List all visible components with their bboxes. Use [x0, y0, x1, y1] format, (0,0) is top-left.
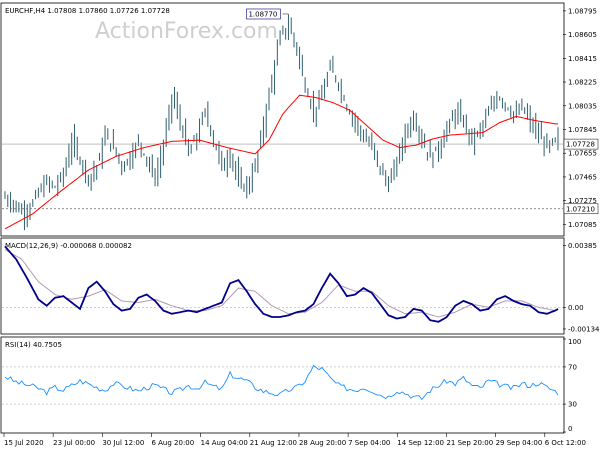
macd-y-tick-label: -0.001348	[568, 325, 600, 333]
price-panel-title: EURCHF,H4 1.07808 1.07860 1.07726 1.0772…	[5, 7, 170, 15]
x-tick-label: 21 Aug 12:00	[250, 439, 297, 447]
x-tick-label: 7 Sep 04:00	[348, 439, 390, 447]
rsi-y-tick-label: 30	[568, 401, 577, 409]
price-candles	[4, 14, 559, 231]
price-y-tick-label: 1.08605	[568, 31, 597, 39]
macd-panel-title: MACD(12,26,9) -0.000068 0.000082	[5, 242, 132, 250]
time-axis: 15 Jul 2020 23 Jul 00:00 30 Jul 12:00 6 Aug…	[3, 433, 586, 447]
price-y-ticks: 1.08795 1.08605 1.08415 1.08225 1.08035 1.078…	[563, 7, 597, 229]
x-tick-label: 6 Oct 12:00	[545, 439, 586, 447]
rsi-y-tick-label: 100	[568, 338, 581, 346]
watermark: ActionForex.com	[95, 19, 278, 44]
macd-panel-frame	[0, 237, 565, 335]
macd-line	[4, 245, 559, 323]
support-label: 1.07210	[566, 205, 595, 213]
price-panel-frame	[0, 2, 565, 237]
price-y-tick-label: 1.08225	[568, 79, 597, 87]
x-tick-label: 29 Sep 04:00	[496, 439, 543, 447]
price-y-tick-label: 1.08795	[568, 7, 597, 15]
support-box	[563, 203, 599, 215]
rsi-panel-title: RSI(14) 40.7505	[5, 341, 62, 349]
rsi-line	[4, 364, 559, 401]
x-tick-label: 21 Sep 20:00	[446, 439, 493, 447]
price-y-tick-label: 1.07655	[568, 150, 597, 158]
peak-label: 1.08770	[248, 10, 277, 18]
macd-y-tick-label: 0.00	[568, 304, 584, 312]
price-y-tick-label: 1.08415	[568, 55, 597, 63]
price-overlays: 1.07728 1.07210 1.08770	[2, 8, 599, 230]
x-tick-label: 14 Sep 12:00	[397, 439, 444, 447]
x-tick-label: 6 Aug 20:00	[151, 439, 194, 447]
x-tick-label: 14 Aug 04:00	[201, 439, 248, 447]
x-tick-label: 28 Aug 20:00	[299, 439, 346, 447]
macd-y-tick-label: 0.00385	[568, 242, 597, 250]
moving-average-line	[4, 94, 558, 230]
price-y-tick-label: 1.08035	[568, 102, 597, 110]
macd-plot: 0.00385 0.00 -0.001348	[2, 242, 600, 333]
rsi-panel-frame	[0, 336, 565, 434]
price-y-tick-label: 1.07085	[568, 221, 597, 229]
price-y-tick-label: 1.07845	[568, 126, 597, 134]
panel-frames	[0, 2, 565, 434]
rsi-y-tick-label: 70	[568, 363, 577, 371]
macd-signal-line	[4, 249, 559, 318]
price-y-tick-label: 1.07465	[568, 173, 597, 181]
rsi-y-tick-label: 0	[568, 425, 572, 433]
rsi-plot: 100 70 30 0	[2, 338, 581, 433]
x-tick-label: 30 Jul 12:00	[102, 439, 144, 447]
peak-box	[246, 8, 281, 20]
price-y-tick-label: 1.07275	[568, 197, 597, 205]
x-tick-label: 15 Jul 2020	[4, 439, 44, 447]
current-price-box	[563, 138, 599, 150]
x-tick-label: 23 Jul 00:00	[53, 439, 95, 447]
current-price-label: 1.07728	[566, 141, 595, 149]
